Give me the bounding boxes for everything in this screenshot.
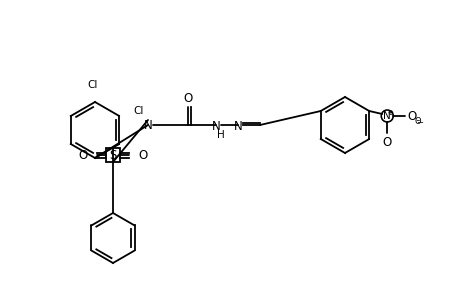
Text: O: O [138, 148, 147, 161]
Text: S: S [109, 148, 117, 161]
Text: N: N [382, 111, 390, 121]
Text: O: O [382, 136, 391, 148]
Bar [106, 148, 120, 162]
Text: Cl: Cl [88, 80, 98, 90]
Text: Cl: Cl [133, 106, 143, 116]
Text: Θ: Θ [414, 116, 420, 125]
Text: N: N [233, 119, 242, 133]
Text: N: N [211, 119, 220, 133]
Text: O: O [183, 92, 192, 104]
Text: ⊕: ⊕ [387, 110, 393, 116]
Text: N: N [143, 118, 152, 131]
Text: O: O [407, 110, 416, 122]
Text: O: O [78, 148, 87, 161]
Text: H: H [217, 130, 224, 140]
Text: −: − [415, 118, 422, 127]
